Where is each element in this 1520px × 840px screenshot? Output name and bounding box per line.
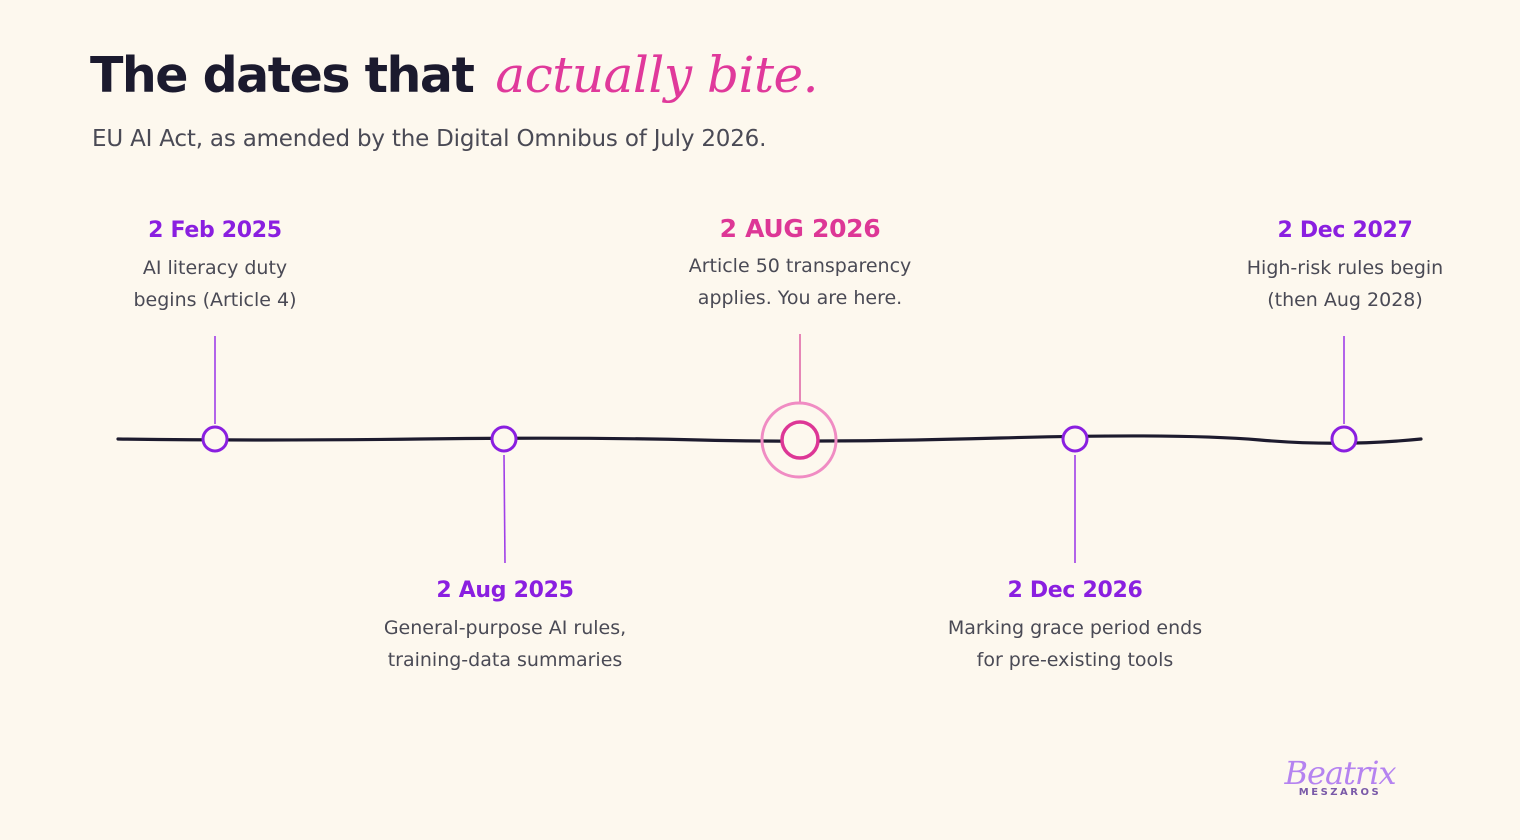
brand-logo: Beatrix MESZAROS xyxy=(1276,756,1404,798)
event-date: 2 Dec 2026 xyxy=(1007,578,1143,603)
event-2aug2026: 2 AUG 2026 Article 50 transparency appli… xyxy=(630,214,970,314)
event-desc-line: Marking grace period ends xyxy=(947,617,1203,639)
marker-2dec2027 xyxy=(1330,425,1358,453)
event-desc-line: General-purpose AI rules, xyxy=(383,617,627,639)
marker-2feb2025 xyxy=(201,425,229,453)
highlight-halo xyxy=(760,401,838,479)
event-2feb2025: 2 Feb 2025 AI literacy duty begins (Arti… xyxy=(45,216,385,316)
event-desc-line: for pre-existing tools xyxy=(976,649,1174,671)
page-title: The dates that actually bite. xyxy=(90,46,819,116)
event-description: Marking grace period ends for pre-existi… xyxy=(905,612,1245,676)
event-desc-line: applies. You are here. xyxy=(697,287,903,309)
event-desc-line: (then Aug 2028) xyxy=(1267,289,1423,311)
event-date: 2 Dec 2027 xyxy=(1277,218,1413,243)
event-desc-line: AI literacy duty xyxy=(142,257,288,279)
event-2dec2026: 2 Dec 2026 Marking grace period ends for… xyxy=(905,576,1245,676)
event-2aug2025: 2 Aug 2025 General-purpose AI rules, tra… xyxy=(335,576,675,676)
subtitle: EU AI Act, as amended by the Digital Omn… xyxy=(92,126,767,152)
logo-subtitle: MESZAROS xyxy=(1298,787,1382,798)
marker-2aug2026 xyxy=(780,420,820,460)
event-description: General-purpose AI rules, training-data … xyxy=(335,612,675,676)
event-date-highlight: 2 AUG 2026 xyxy=(719,214,881,243)
event-description: AI literacy duty begins (Article 4) xyxy=(45,252,385,316)
event-desc-line: training-data summaries xyxy=(387,649,623,671)
connector-2aug2025 xyxy=(503,454,506,564)
marker-2aug2025 xyxy=(490,425,518,453)
event-description: High-risk rules begin (then Aug 2028) xyxy=(1175,252,1515,316)
marker-2dec2026 xyxy=(1061,425,1089,453)
event-date: 2 Feb 2025 xyxy=(148,218,282,243)
event-desc-line: Article 50 transparency xyxy=(688,255,912,277)
logo-name: Beatrix xyxy=(1284,754,1397,792)
title-accent: actually bite. xyxy=(495,46,819,104)
event-desc-line: High-risk rules begin xyxy=(1246,257,1444,279)
title-main: The dates that xyxy=(90,47,475,104)
event-date: 2 Aug 2025 xyxy=(436,578,574,603)
event-description: Article 50 transparency applies. You are… xyxy=(630,250,970,314)
timeline-axis xyxy=(116,434,1423,445)
event-2dec2027: 2 Dec 2027 High-risk rules begin (then A… xyxy=(1175,216,1515,316)
event-desc-line: begins (Article 4) xyxy=(133,289,297,311)
